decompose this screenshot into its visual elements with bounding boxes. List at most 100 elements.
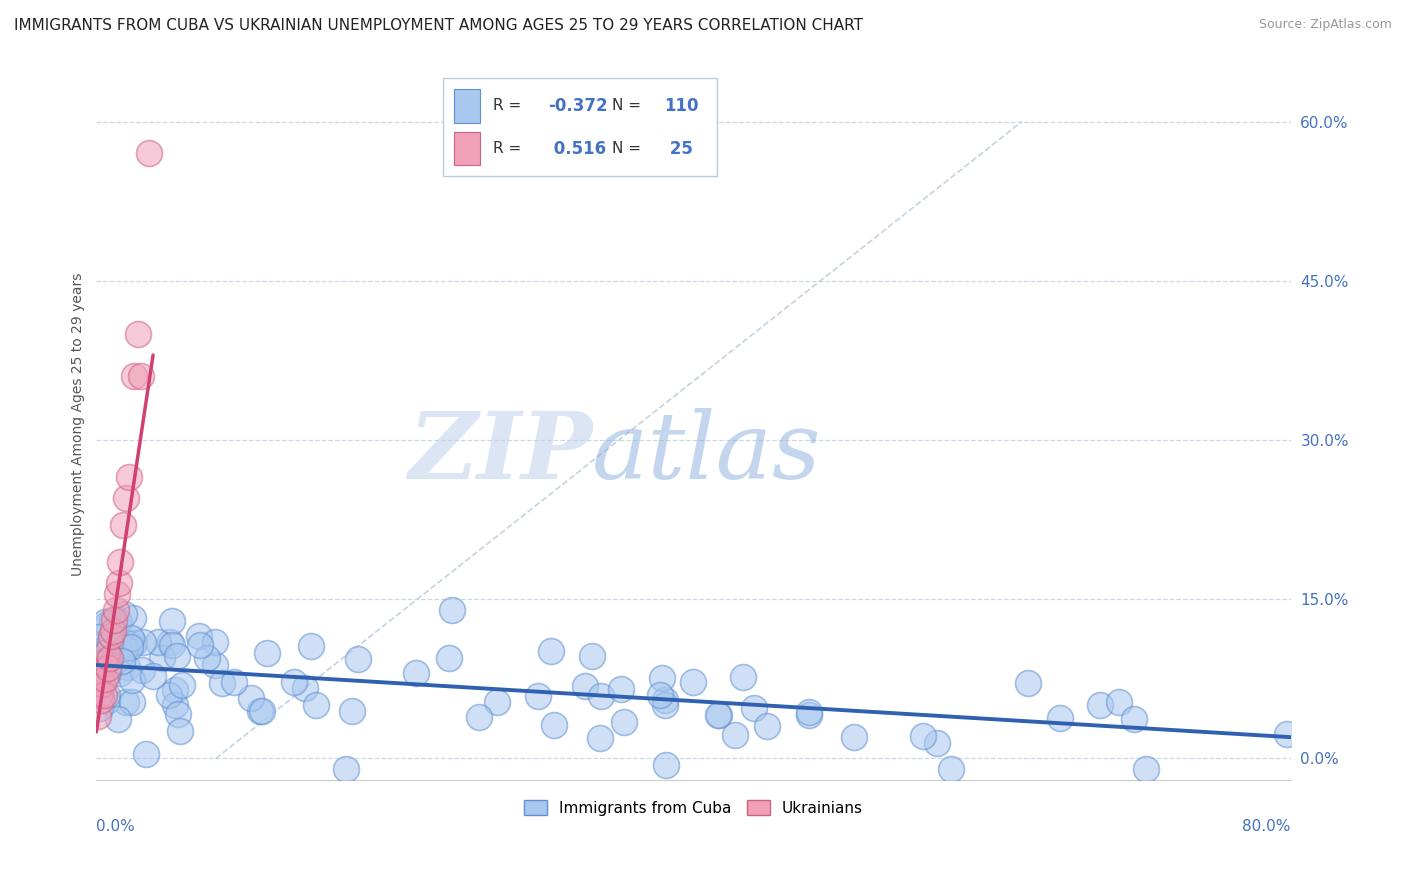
Point <box>87 630 110 644</box>
Point <box>654 698 676 712</box>
Point <box>96 645 118 659</box>
Point <box>87 640 110 654</box>
Point <box>112 517 135 532</box>
Point <box>89 688 111 702</box>
Point <box>132 635 155 649</box>
Point <box>97 646 120 660</box>
Point <box>335 762 357 776</box>
Point <box>103 614 125 628</box>
Point <box>797 705 820 719</box>
Point <box>160 614 183 628</box>
Point <box>1275 727 1298 741</box>
Point <box>90 657 112 671</box>
Point <box>486 695 509 709</box>
Point <box>114 607 136 621</box>
Point <box>115 659 138 673</box>
Point <box>1017 676 1039 690</box>
Point <box>98 657 121 672</box>
Text: ZIP: ZIP <box>408 408 592 498</box>
Text: 0.0%: 0.0% <box>97 819 135 834</box>
Point <box>170 678 193 692</box>
Point <box>121 673 143 687</box>
Point <box>301 640 323 654</box>
Point <box>166 707 188 722</box>
Text: Source: ZipAtlas.com: Source: ZipAtlas.com <box>1258 18 1392 31</box>
Point <box>107 613 129 627</box>
Point <box>724 728 747 742</box>
Point <box>648 688 671 702</box>
Point <box>114 640 136 655</box>
Point <box>574 679 596 693</box>
Point <box>188 638 211 652</box>
Point <box>222 675 245 690</box>
Point <box>911 730 934 744</box>
Point <box>98 650 121 665</box>
Point <box>249 704 271 718</box>
Point <box>96 616 118 631</box>
Point <box>135 747 157 761</box>
Point <box>98 635 121 649</box>
Point <box>121 610 143 624</box>
Point <box>437 651 460 665</box>
Point <box>122 636 145 650</box>
Point <box>118 470 141 484</box>
Point <box>131 664 153 678</box>
Text: IMMIGRANTS FROM CUBA VS UKRAINIAN UNEMPLOYMENT AMONG AGES 25 TO 29 YEARS CORRELA: IMMIGRANTS FROM CUBA VS UKRAINIAN UNEMPL… <box>14 18 863 33</box>
Point <box>1135 762 1157 776</box>
Point <box>211 675 233 690</box>
Text: 80.0%: 80.0% <box>1243 819 1291 834</box>
Point <box>654 693 676 707</box>
Point <box>93 656 115 670</box>
Point <box>115 695 138 709</box>
Point <box>543 718 565 732</box>
Point <box>742 700 765 714</box>
Point <box>138 146 160 161</box>
Point <box>731 670 754 684</box>
Point <box>204 657 226 672</box>
Point <box>927 736 949 750</box>
Point <box>610 681 633 696</box>
Point <box>468 709 491 723</box>
Point <box>195 651 218 665</box>
Point <box>91 677 114 691</box>
Point <box>166 648 188 663</box>
Point <box>1088 698 1111 712</box>
Point <box>96 694 118 708</box>
Point <box>120 631 142 645</box>
Point <box>97 665 120 680</box>
Point <box>87 709 110 723</box>
Point <box>252 704 274 718</box>
Point <box>159 635 181 649</box>
Point <box>104 603 127 617</box>
Point <box>150 650 173 665</box>
Point <box>405 666 427 681</box>
Point <box>160 638 183 652</box>
Point <box>90 666 112 681</box>
Point <box>118 640 141 654</box>
Point <box>101 624 124 638</box>
Point <box>709 707 731 722</box>
Point <box>115 491 138 506</box>
Point <box>939 762 962 776</box>
Point <box>111 654 134 668</box>
Point <box>163 683 186 698</box>
Point <box>305 698 328 712</box>
Point <box>1049 711 1071 725</box>
Point <box>87 673 110 687</box>
Point <box>613 714 636 729</box>
Point <box>91 649 114 664</box>
Point <box>346 651 368 665</box>
Point <box>256 646 278 660</box>
Point <box>107 576 129 591</box>
Y-axis label: Unemployment Among Ages 25 to 29 years: Unemployment Among Ages 25 to 29 years <box>72 272 86 575</box>
Point <box>90 646 112 660</box>
Point <box>1108 695 1130 709</box>
Point <box>239 690 262 705</box>
Point <box>440 603 463 617</box>
Point <box>589 731 612 745</box>
Point <box>682 674 704 689</box>
Point <box>655 758 678 772</box>
Point <box>108 665 131 680</box>
Point <box>157 688 180 702</box>
Point <box>89 643 111 657</box>
